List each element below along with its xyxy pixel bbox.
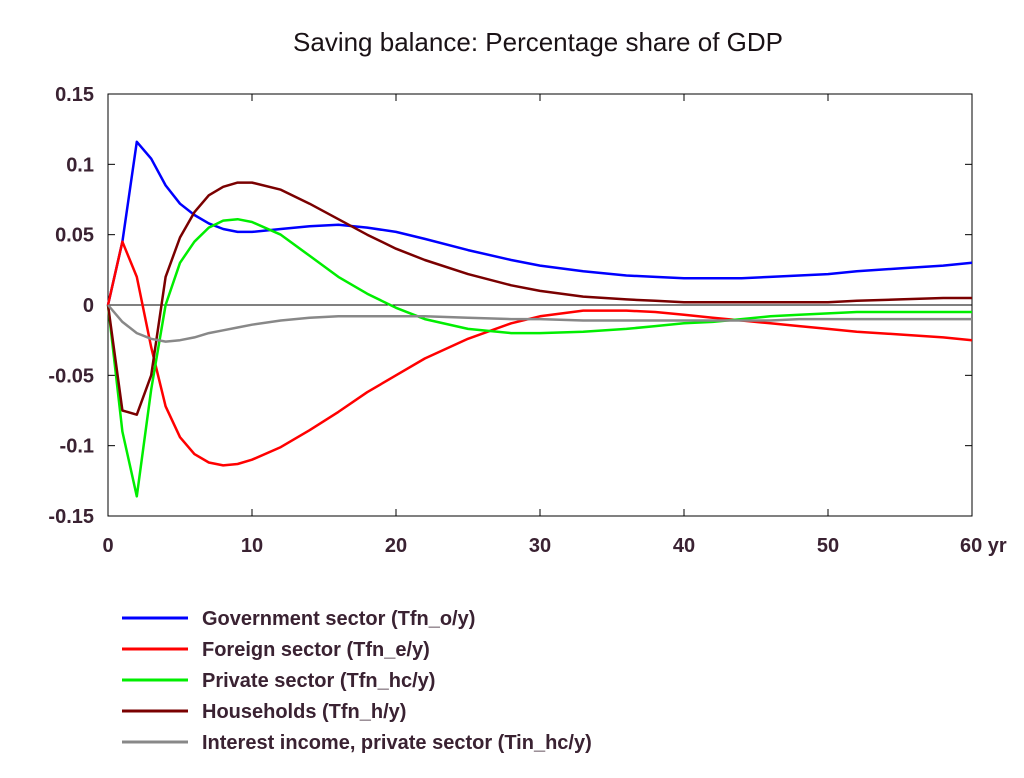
x-tick-label: 60 yr — [960, 535, 1007, 557]
legend-label: Households (Tfn_h/y) — [202, 701, 406, 723]
x-tick-label: 20 — [385, 535, 407, 557]
x-tick-label: 40 — [673, 535, 695, 557]
series-lines — [106, 140, 973, 498]
chart-title: Saving balance: Percentage share of GDP — [293, 27, 783, 57]
y-tick-label: 0 — [83, 295, 94, 317]
y-tick-label: 0.15 — [55, 84, 94, 106]
y-tick-label: -0.1 — [60, 436, 94, 458]
y-tick-label: 0.05 — [55, 225, 94, 247]
legend-label: Foreign sector (Tfn_e/y) — [202, 639, 430, 661]
series-line-1 — [106, 140, 973, 306]
y-tick-label: -0.05 — [48, 365, 94, 387]
series-line-4 — [106, 181, 972, 416]
series-line-3 — [106, 217, 972, 498]
legend: Government sector (Tfn_o/y) Foreign secto… — [122, 608, 592, 754]
y-axis: 0.15 0.1 0.05 0 -0.05 -0.1 -0.15 — [48, 84, 972, 528]
legend-label: Private sector (Tfn_hc/y) — [202, 670, 435, 692]
y-tick-label: 0.1 — [66, 154, 94, 176]
series-line-5 — [107, 304, 972, 343]
x-tick-label: 10 — [241, 535, 263, 557]
legend-label: Interest income, private sector (Tin_hc/… — [202, 732, 592, 754]
x-tick-label: 0 — [102, 535, 113, 557]
x-tick-label: 50 — [817, 535, 839, 557]
x-tick-label: 30 — [529, 535, 551, 557]
series-line-2 — [106, 240, 973, 467]
y-tick-label: -0.15 — [48, 506, 94, 528]
x-axis: 0 10 20 30 40 50 60 yr — [102, 94, 1007, 557]
legend-label: Government sector (Tfn_o/y) — [202, 608, 475, 630]
